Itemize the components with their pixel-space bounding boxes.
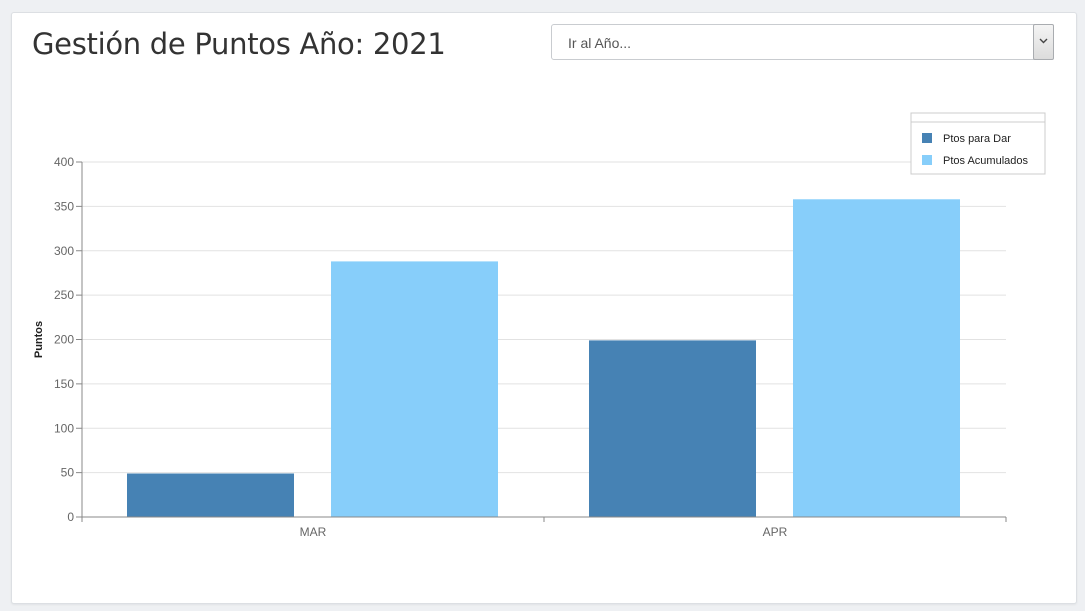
- y-tick-label: 200: [54, 333, 74, 347]
- page-title: Gestión de Puntos Año: 2021: [32, 27, 446, 61]
- year-select-value: Ir al Año...: [568, 35, 632, 51]
- y-tick-label: 0: [67, 510, 74, 524]
- legend-swatch-series-1: [922, 133, 932, 143]
- bar-mar-series-1: [127, 473, 294, 517]
- year-select[interactable]: Ir al Año...: [551, 24, 1054, 60]
- bar-apr-series-1: [589, 340, 756, 517]
- y-tick-label: 300: [54, 244, 74, 258]
- legend-box: [910, 112, 1046, 175]
- chevron-down-icon: [1039, 38, 1048, 44]
- y-tick-label: 250: [54, 288, 74, 302]
- legend-label-series-1: Ptos para Dar: [943, 133, 1011, 145]
- bar-apr-series-2: [793, 199, 960, 517]
- year-select-toggle[interactable]: [1033, 24, 1054, 60]
- y-tick-label: 400: [54, 155, 74, 169]
- y-axis-title: Puntos: [33, 321, 45, 358]
- bars: [127, 199, 960, 517]
- y-tick-label: 50: [61, 466, 75, 480]
- axes: 0 50 100 150 200 250 300 350 400 MAR APR Puntos: [33, 155, 1007, 539]
- legend-swatch-series-2: [922, 155, 932, 165]
- legend: Ptos para Dar Ptos Acumulados: [910, 112, 1046, 175]
- legend-label-series-2: Ptos Acumulados: [943, 155, 1028, 167]
- points-bar-chart: 0 50 100 150 200 250 300 350 400 MAR APR Puntos Pto…: [33, 112, 1046, 539]
- x-tick-label: MAR: [300, 525, 327, 539]
- y-tick-label: 150: [54, 377, 74, 391]
- y-tick-label: 350: [54, 199, 74, 213]
- y-tick-label: 100: [54, 421, 74, 435]
- points-panel: Gestión de Puntos Año: 2021 Ir al Año...…: [11, 12, 1077, 604]
- bar-mar-series-2: [331, 261, 498, 517]
- x-tick-label: APR: [763, 525, 788, 539]
